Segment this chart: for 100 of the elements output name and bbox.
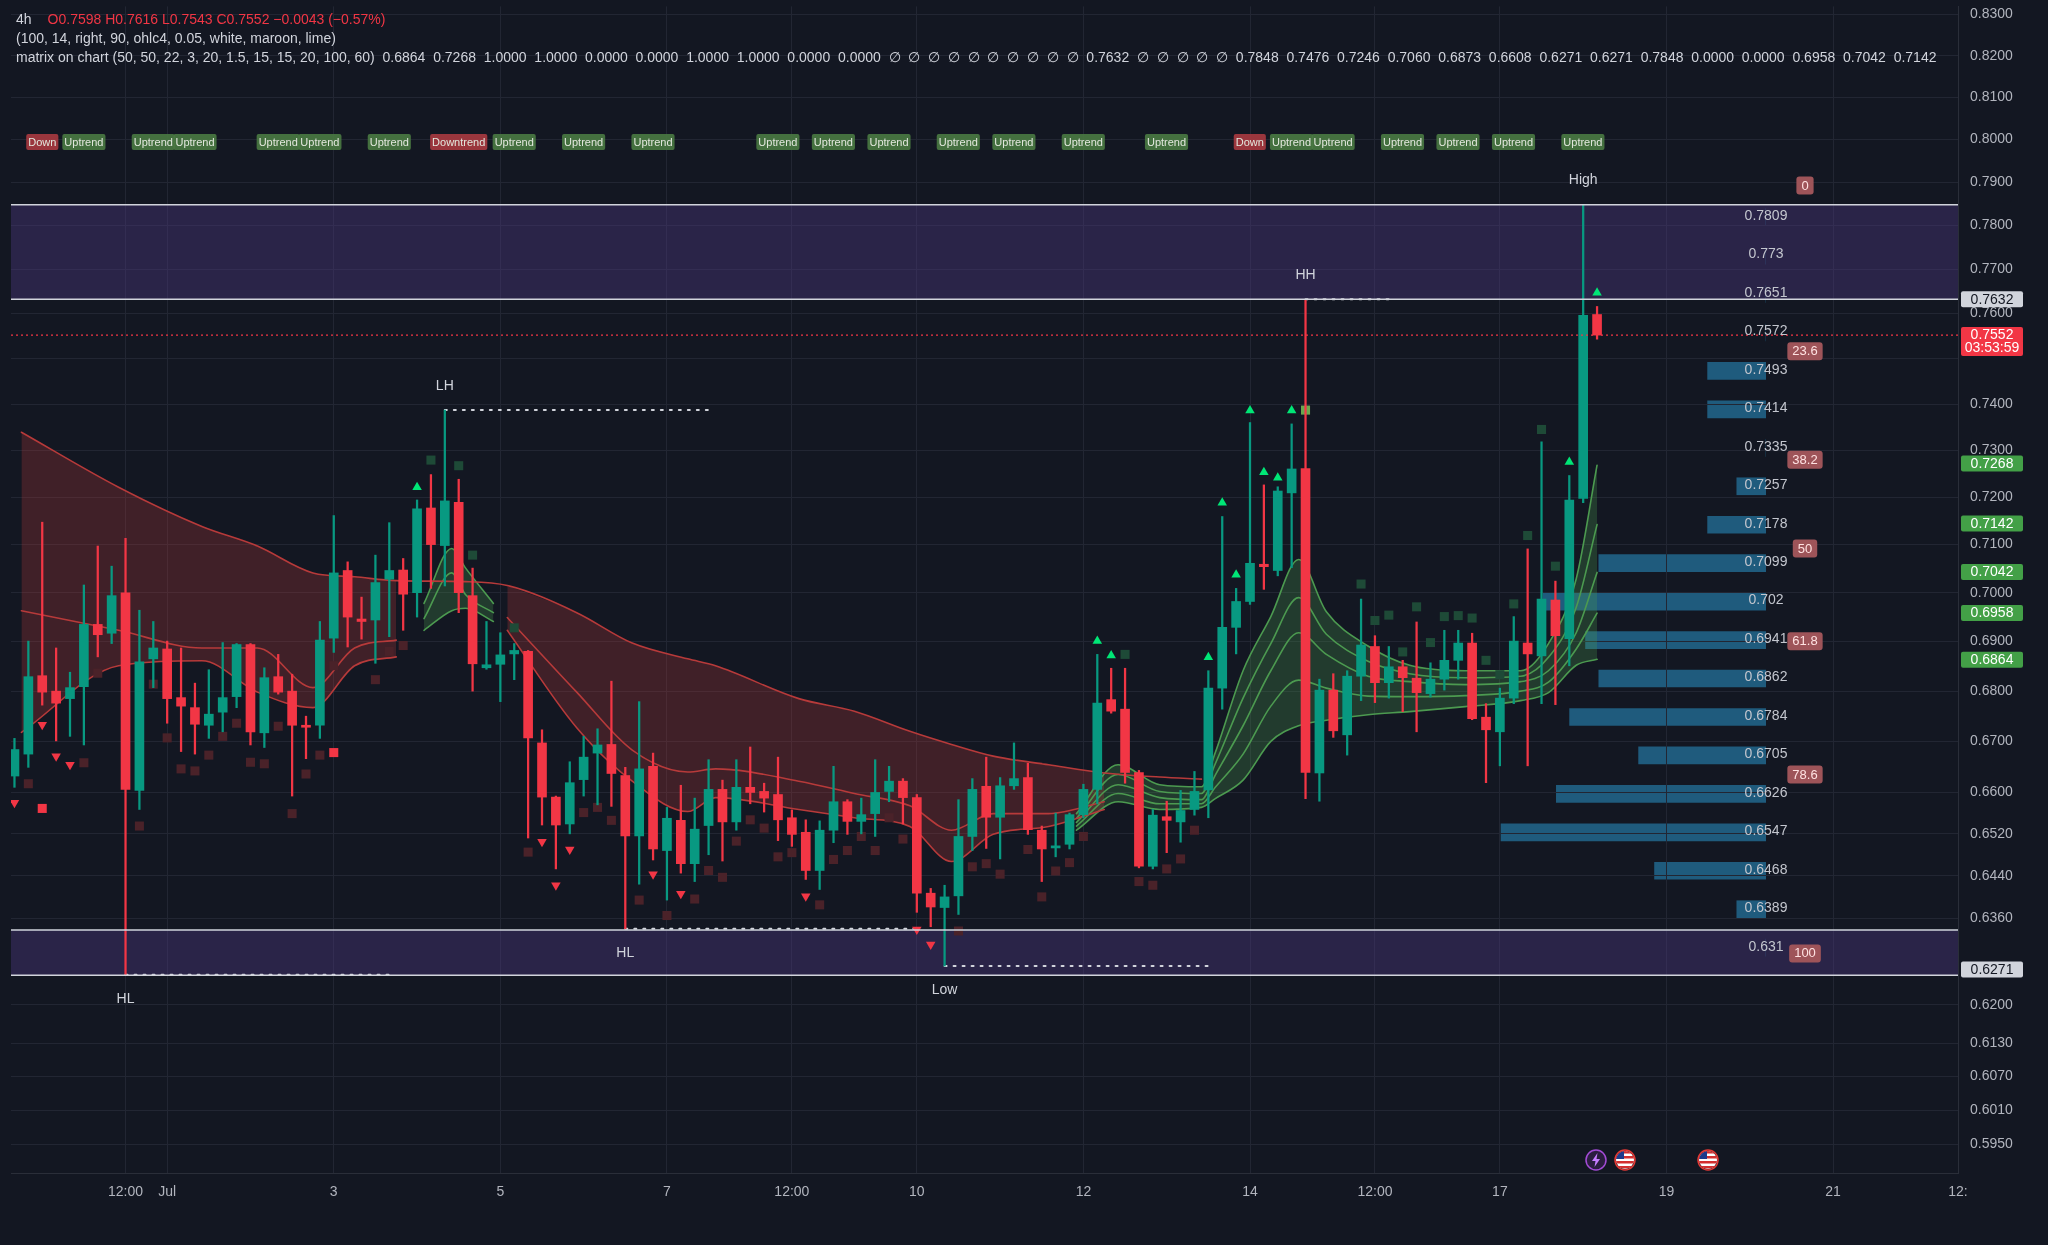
annotation: Uptrend xyxy=(64,135,104,148)
y-tick-label: 0.6468 xyxy=(1744,860,1788,877)
text: 0.7042 xyxy=(1970,563,2014,580)
annotation: Uptrend xyxy=(813,135,853,148)
y-tick-label: 0.6800 xyxy=(1970,681,2014,698)
annotation: Uptrend xyxy=(300,135,340,148)
y-tick-label: 0.7100 xyxy=(1970,535,2014,552)
y-tick-label: 0.7257 xyxy=(1744,476,1788,493)
annotation: Down xyxy=(1235,135,1264,148)
y-tick-label: 0.5950 xyxy=(1970,1135,2014,1152)
y-tick-label: 0.6547 xyxy=(1744,822,1788,839)
y-tick-label: 0.631 xyxy=(1748,937,1784,954)
y-tick-label: 0.7178 xyxy=(1744,514,1788,531)
annotation: 38.2 xyxy=(1792,451,1818,467)
y-tick-label: 0.7900 xyxy=(1970,173,2014,190)
annotation: Uptrend xyxy=(1063,135,1103,148)
annotation: Uptrend xyxy=(494,135,534,148)
y-tick-label: 0.6520 xyxy=(1970,824,2014,841)
annotation: 78.6 xyxy=(1792,766,1818,782)
y-tick-label: 0.7000 xyxy=(1970,583,2014,600)
ref-line-label: 0.7632 xyxy=(1970,290,2014,307)
annotation: Uptrend xyxy=(1438,135,1478,148)
annotation: Uptrend xyxy=(1146,135,1187,148)
annotation: 23.6 xyxy=(1792,343,1818,359)
annotation: Uptrend xyxy=(175,135,215,148)
y-tick-label: 0.7651 xyxy=(1744,283,1788,300)
annotation: HL xyxy=(116,989,135,1006)
text: 0.6271 xyxy=(1970,960,2014,977)
x-tick-label: 19 xyxy=(1658,1183,1675,1200)
annotation: Uptrend xyxy=(869,135,909,148)
y-tick-label: 0.6360 xyxy=(1970,909,2014,926)
annotation: HL xyxy=(616,943,635,960)
annotation: High xyxy=(1568,171,1598,188)
text: (100, 14, right, 90, ohlc4, 0.05, white, maroon, lime) xyxy=(16,29,336,46)
annotation: Uptrend xyxy=(1313,135,1353,148)
x-tick-label: 12:00 xyxy=(774,1183,810,1200)
annotation: Uptrend xyxy=(938,135,978,148)
y-tick-label: 0.773 xyxy=(1748,245,1784,262)
chart-title: 4h xyxy=(16,10,32,27)
y-tick-label: 0.6200 xyxy=(1970,995,2014,1012)
annotation: Uptrend xyxy=(133,135,173,148)
x-tick-label: 14 xyxy=(1242,1183,1258,1200)
annotation: Uptrend xyxy=(1271,135,1312,148)
annotation: Low xyxy=(931,980,959,997)
y-tick-label: 0.6440 xyxy=(1970,866,2014,883)
y-tick-label: 0.6900 xyxy=(1970,632,2014,649)
annotation: 100 xyxy=(1794,945,1816,961)
annotation: Uptrend xyxy=(633,135,673,148)
y-tick-label: 0.7414 xyxy=(1744,399,1788,416)
annotation: Down xyxy=(28,135,57,148)
x-tick-label: Jul xyxy=(158,1183,177,1200)
y-tick-label: 0.7572 xyxy=(1744,322,1788,339)
y-tick-label: 0.7800 xyxy=(1970,216,2014,233)
annotation: LH xyxy=(435,376,454,393)
x-tick-label: 3 xyxy=(329,1183,338,1200)
x-tick-label: 12 xyxy=(1075,1183,1092,1200)
annotation: Downtrend xyxy=(432,135,486,148)
annotation: 50 xyxy=(1797,540,1813,556)
annotation: Uptrend xyxy=(994,135,1034,148)
annotation: Uptrend xyxy=(1493,135,1534,148)
y-tick-label: 0.6010 xyxy=(1970,1101,2014,1118)
y-tick-label: 0.6070 xyxy=(1970,1067,2014,1084)
x-tick-label: 5 xyxy=(496,1183,505,1200)
x-tick-label: 17 xyxy=(1492,1183,1508,1200)
y-tick-label: 0.6862 xyxy=(1744,668,1788,685)
y-tick-label: 0.7335 xyxy=(1744,437,1788,454)
y-tick-label: 0.7493 xyxy=(1744,360,1788,377)
y-tick-label: 0.6626 xyxy=(1744,783,1788,800)
annotation: Uptrend xyxy=(564,135,604,148)
annotation: Uptrend xyxy=(758,135,798,148)
annotation: Uptrend xyxy=(1563,135,1603,148)
x-tick-label: 12:00 xyxy=(108,1183,144,1200)
annotation: 0 xyxy=(1801,177,1809,193)
annotation: Uptrend xyxy=(369,135,409,148)
y-tick-label: 0.7099 xyxy=(1744,553,1788,570)
text: 0.6958 xyxy=(1970,604,2014,621)
y-tick-label: 0.7809 xyxy=(1744,206,1788,223)
y-tick-label: 0.6600 xyxy=(1970,783,2014,800)
y-tick-label: 0.6941 xyxy=(1744,629,1788,646)
y-tick-label: 0.6705 xyxy=(1744,745,1788,762)
y-tick-label: 0.7200 xyxy=(1970,487,2014,504)
annotation: matrix on chart (50, 50, 22, 3, 20, 1.5, 15, 15, 20, 100, 60) 0.6864 0.7268 1.0000 1.0000 0.0000 0.0000 1.0000 1.0000 0.0000 0.0000 ∅ ∅ ∅ ∅ ∅ ∅ ∅ ∅ ∅ ∅ 0.7632 ∅ ∅ ∅ ∅ ∅ 0.7848 0.7476 0.7246 0.7060 0.6873 0.6608 0.6271 0.6271 0.7848 0.0000 0.0000 0.6958 0.7042 0.7142 xyxy=(16,48,1937,65)
x-tick-label: 12:00 xyxy=(1357,1183,1393,1200)
y-tick-label: 0.702 xyxy=(1748,591,1784,608)
annotation: HH xyxy=(1295,266,1316,283)
x-tick-label: 12: xyxy=(1948,1183,1968,1200)
y-tick-label: 0.8200 xyxy=(1970,46,2014,63)
x-tick-label: 10 xyxy=(909,1183,925,1200)
y-tick-label: 0.8000 xyxy=(1970,130,2014,147)
annotation: Uptrend xyxy=(258,135,298,148)
annotation: 61.8 xyxy=(1792,633,1818,649)
y-tick-label: 0.8100 xyxy=(1970,88,2014,105)
annotation: O0.7598 H0.7616 L0.7543 C0.7552 −0.0043 (−0.57%) xyxy=(47,10,386,27)
y-tick-label: 0.7400 xyxy=(1970,394,2014,411)
text: 0.7142 xyxy=(1970,514,2014,531)
x-tick-label: 7 xyxy=(663,1183,672,1200)
y-tick-label: 0.6389 xyxy=(1744,899,1788,916)
y-tick-label: 0.7700 xyxy=(1970,260,2014,277)
x-tick-label: 21 xyxy=(1825,1183,1842,1200)
y-tick-label: 0.6700 xyxy=(1970,732,2014,749)
